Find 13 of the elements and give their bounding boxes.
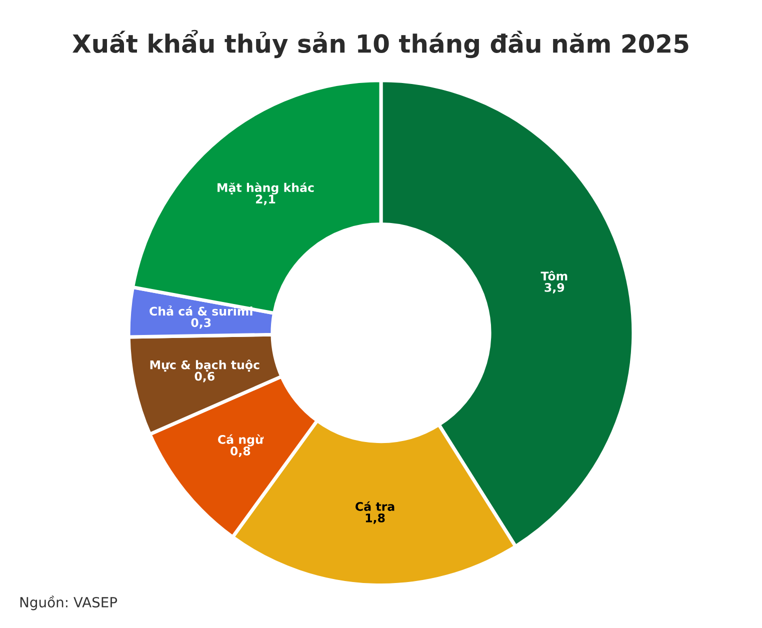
data-label: 1,8 <box>366 513 385 524</box>
text: Nguồn: VASEP <box>20 596 118 610</box>
slice-label: Mặt hàng khác <box>218 182 314 194</box>
slice-label: Tôm <box>540 270 568 280</box>
chart-title: Xuất khẩu thủy sản 10 tháng đầu năm 2025 <box>72 30 688 58</box>
data-label: 3,9 <box>544 282 564 294</box>
slice-label: Mực & bạch tuộc <box>150 360 260 372</box>
data-label: 2,1 <box>256 194 276 206</box>
slice-label: Cá tra <box>356 501 394 511</box>
data-label: 0,6 <box>194 372 214 382</box>
data-label: 0,8 <box>230 446 250 457</box>
slice-label: Cá ngừ <box>218 434 264 446</box>
data-label: 0,3 <box>191 318 211 329</box>
